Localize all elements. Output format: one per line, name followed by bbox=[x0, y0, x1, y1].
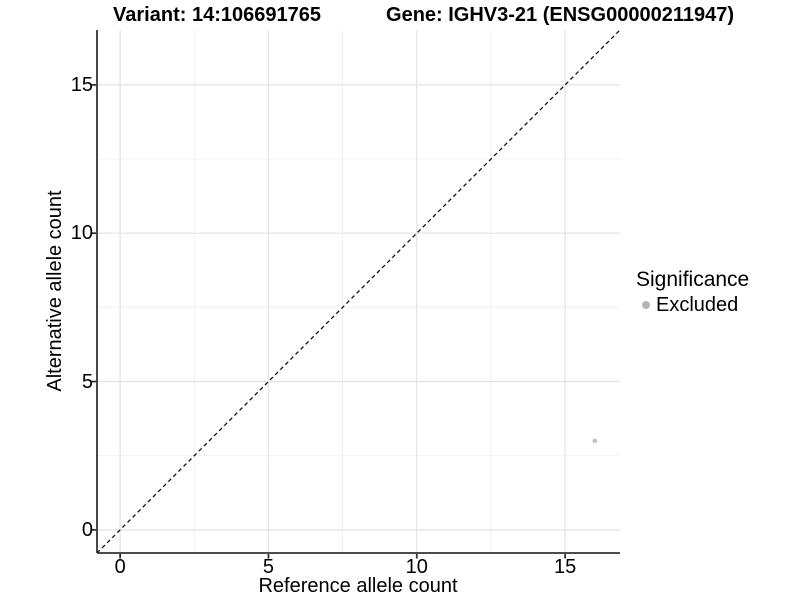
legend: Significance Excluded bbox=[636, 267, 796, 317]
y-tick-label: 15 bbox=[70, 73, 93, 96]
legend-item-excluded: Excluded bbox=[636, 293, 796, 317]
legend-item-label: Excluded bbox=[656, 294, 739, 316]
legend-items: Excluded bbox=[636, 293, 796, 317]
legend-key bbox=[636, 293, 656, 317]
x-tick-label: 5 bbox=[262, 556, 275, 578]
x-axis-title: Reference allele count bbox=[258, 575, 458, 597]
circle-icon bbox=[642, 301, 650, 309]
x-tick-label: 10 bbox=[405, 556, 428, 578]
data-point bbox=[592, 438, 598, 444]
legend-title: Significance bbox=[636, 268, 750, 291]
y-tick-label: 5 bbox=[81, 370, 93, 393]
y-tick-label: 0 bbox=[81, 518, 93, 541]
plot-panel bbox=[91, 29, 621, 559]
plot-title-gene: Gene: IGHV3-21 (ENSG00000211947) bbox=[386, 4, 734, 26]
identity-reference-line bbox=[96, 29, 621, 554]
plot-title-variant: Variant: 14:106691765 bbox=[113, 4, 321, 26]
x-tick-label: 0 bbox=[114, 556, 126, 578]
y-tick-label: 10 bbox=[70, 222, 93, 245]
x-tick-label: 15 bbox=[553, 556, 577, 578]
y-axis-title: Alternative allele count bbox=[44, 190, 66, 392]
